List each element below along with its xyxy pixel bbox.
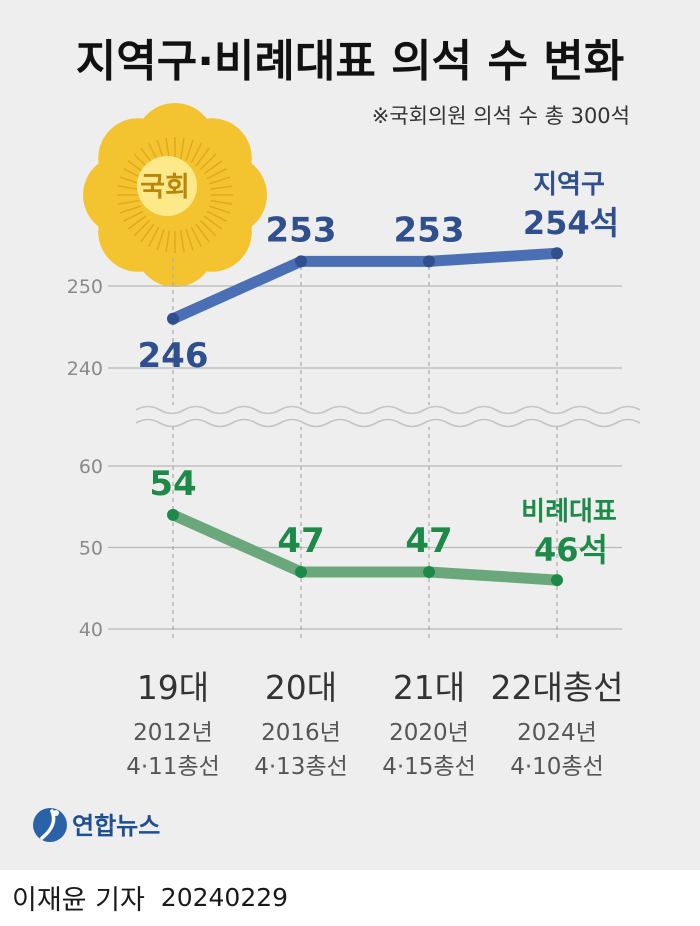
logo-dot [53, 810, 59, 816]
emblem-ray-18 [122, 210, 144, 222]
emblem-ray-38 [206, 168, 228, 180]
seat-change-chart: 지역구·비례대표 의석 수 변화 ※국회의원 의석 수 총 300석 국회 24… [33, 36, 641, 842]
emblem-ray-15 [140, 223, 155, 243]
emblem-ray-19 [119, 205, 141, 214]
emblem-ray-8 [190, 226, 202, 248]
axis-break-wave-bottom [135, 418, 641, 428]
data-label-2: 47 [277, 521, 324, 561]
national-assembly-emblem-icon: 국회 [83, 103, 267, 287]
grid-lines [108, 285, 622, 630]
tick-label-40: 40 [79, 619, 103, 641]
category-election-2: 4·13총선 [254, 754, 348, 780]
category-date-4: 2024년 [517, 720, 597, 746]
category-date-1: 2012년 [133, 720, 213, 746]
vertical-guide-lines [172, 258, 558, 640]
emblem-text: 국회 [140, 172, 190, 203]
data-point-3 [423, 565, 435, 578]
x-axis-categories: 19대 2012년 4·11총선 20대 2016년 4·13총선 21대 2020년 4·15… [126, 668, 623, 780]
tick-label-240: 240 [67, 358, 103, 380]
emblem-ray-32 [179, 137, 185, 160]
tick-label-60: 60 [79, 456, 103, 478]
infographic: 지역구·비례대표 의석 수 변화 ※국회의원 의석 수 총 300석 국회 24… [0, 0, 700, 870]
axis-break-wave-top [135, 405, 641, 415]
emblem-ray-4 [206, 210, 228, 222]
emblem-ray-14 [148, 226, 160, 248]
footer: 이재윤 기자 20240229 [12, 872, 288, 922]
end-value-label: 254석 [523, 204, 619, 242]
emblem-ray-33 [185, 139, 194, 161]
logo-swoosh [40, 809, 56, 840]
brand-name: 연합뉴스 [72, 812, 160, 840]
emblem-ray-10 [179, 230, 185, 253]
emblem-ray-34 [190, 142, 202, 164]
data-point-1 [167, 312, 179, 325]
tick-label-50: 50 [79, 538, 103, 560]
emblem-ray-5 [203, 215, 223, 230]
emblem-ray-6 [199, 219, 217, 237]
series-line [167, 509, 563, 586]
emblem-center [137, 156, 197, 216]
emblem-ray-35 [195, 147, 210, 167]
category-election-1: 4·11총선 [126, 754, 220, 780]
category-label-4: 22대총선 [490, 668, 623, 707]
emblem-ray-9 [185, 229, 194, 251]
data-label-3: 253 [394, 210, 465, 250]
data-point-4 [551, 247, 563, 260]
lower-axis-ticks: 40 50 60 [79, 456, 103, 641]
chart-title: 지역구·비례대표 의석 수 변화 [76, 36, 624, 87]
data-point-4 [551, 574, 563, 587]
data-point-2 [295, 255, 307, 268]
emblem-ray-30 [165, 137, 171, 160]
emblem-ray-13 [156, 229, 165, 251]
category-label-1: 19대 [137, 668, 209, 707]
category-date-3: 2020년 [389, 720, 469, 746]
yonhap-logo-icon [33, 808, 67, 842]
emblem-ray-36 [199, 153, 217, 171]
emblem-ray-16 [133, 219, 151, 237]
tick-label-250: 250 [67, 276, 103, 298]
emblem-ray-7 [195, 223, 210, 243]
emblem-ray-12 [165, 230, 171, 253]
emblem-ray-37 [203, 160, 223, 175]
publish-date: 20240229 [160, 882, 289, 912]
reporter-name: 이재윤 기자 [12, 884, 145, 916]
data-label-1: 54 [149, 464, 196, 504]
series-name-label: 지역구 [533, 170, 605, 200]
series-proportional: 54 47 47 비례대표 46석 [149, 464, 617, 587]
data-point-2 [295, 565, 307, 578]
series-district: 246 253 253 지역구 254석 [138, 170, 620, 376]
upper-axis-ticks: 240 250 [67, 276, 103, 380]
emblem-ray-40 [210, 185, 233, 191]
category-date-2: 2016년 [261, 720, 341, 746]
data-label-2: 253 [266, 210, 337, 250]
category-label-2: 20대 [265, 668, 337, 707]
emblem-ray-22 [117, 185, 140, 191]
end-value-label: 46석 [534, 531, 608, 569]
axis-break-icon [135, 405, 641, 428]
chart-note: ※국회의원 의석 수 총 300석 [372, 104, 630, 128]
category-label-3: 21대 [393, 668, 465, 707]
series-line [167, 247, 563, 325]
data-label-3: 47 [405, 521, 452, 561]
data-point-3 [423, 255, 435, 268]
series-name-label: 비례대표 [521, 497, 617, 527]
logo-circle [33, 808, 67, 842]
category-election-4: 4·10총선 [510, 754, 604, 780]
emblem-ray-2 [210, 199, 233, 205]
emblem-ray-39 [209, 176, 231, 185]
emblem-ray-3 [209, 205, 231, 214]
emblem-ray-20 [117, 199, 140, 205]
category-election-3: 4·15총선 [382, 754, 476, 780]
data-point-1 [167, 508, 179, 521]
emblem-ray-17 [127, 215, 147, 230]
data-label-1: 246 [138, 336, 209, 376]
